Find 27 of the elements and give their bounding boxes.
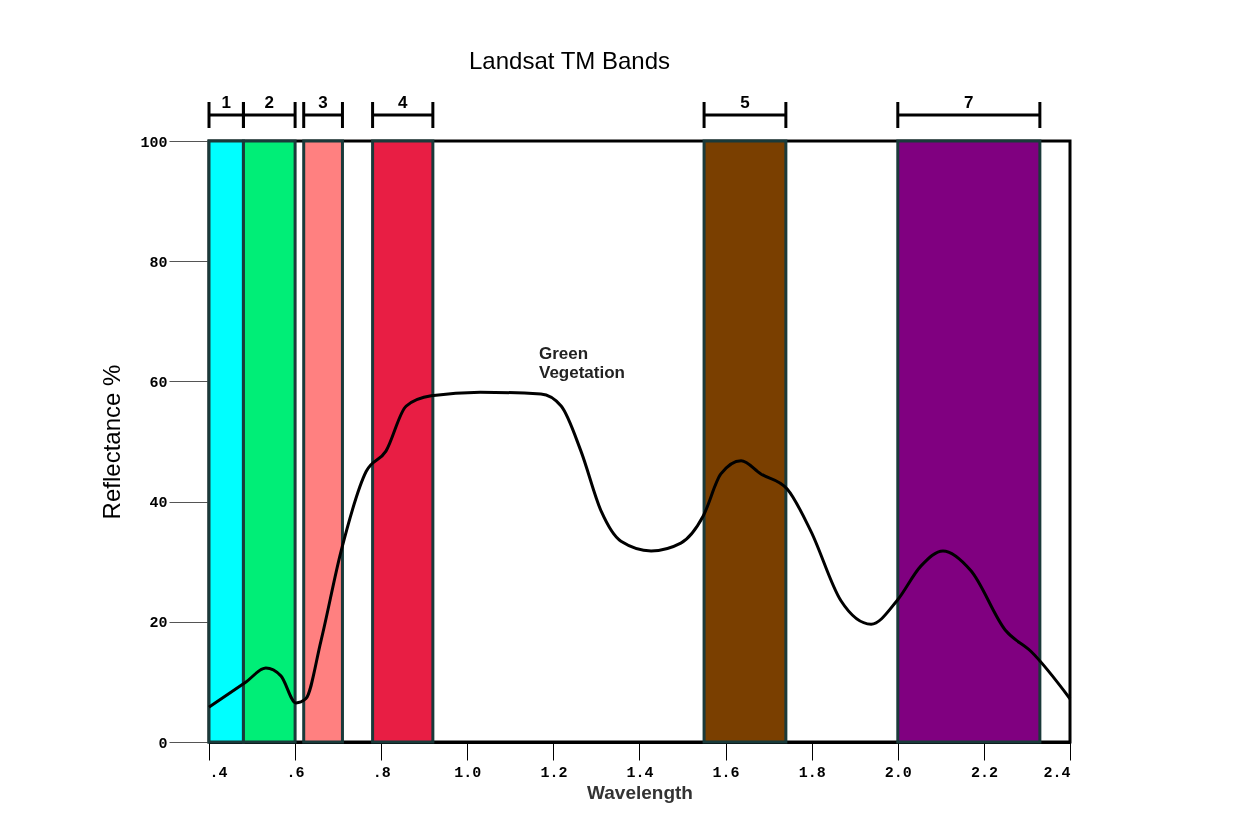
x-tick-label: .8 (372, 764, 391, 782)
x-tick-label: 1.4 (626, 764, 654, 782)
x-tick-label: 2.4 (1043, 764, 1071, 782)
chart-title: Landsat TM Bands (468, 47, 671, 74)
y-tick-label: 20 (149, 615, 168, 633)
x-tick-label: .6 (286, 764, 305, 782)
x-tick-label: 2.0 (884, 764, 912, 782)
y-tick-label: 60 (149, 374, 168, 392)
y-tick-label: 80 (149, 254, 168, 272)
y-tick-label: 100 (140, 134, 168, 152)
x-tick-label: 2.2 (970, 764, 998, 782)
band-label: 4 (397, 93, 408, 112)
band-label: 1 (221, 93, 231, 112)
band-label: 7 (964, 93, 974, 112)
y-tick-label: 40 (149, 495, 168, 513)
x-tick-label: 1.8 (798, 764, 826, 782)
band-label: 5 (740, 93, 750, 112)
band-label: 3 (318, 93, 328, 112)
annotation: Green Vegetation (539, 344, 625, 382)
x-axis-title: Wavelength (587, 781, 693, 803)
x-tick-label: .4 (209, 764, 228, 782)
x-tick-label: 1.6 (712, 764, 740, 782)
y-axis-title: Reflectance % (98, 364, 126, 520)
x-tick-label: 1.0 (454, 764, 482, 782)
band-label: 2 (264, 93, 274, 112)
y-tick-label: 0 (158, 735, 168, 753)
x-tick-label: 1.2 (540, 764, 568, 782)
